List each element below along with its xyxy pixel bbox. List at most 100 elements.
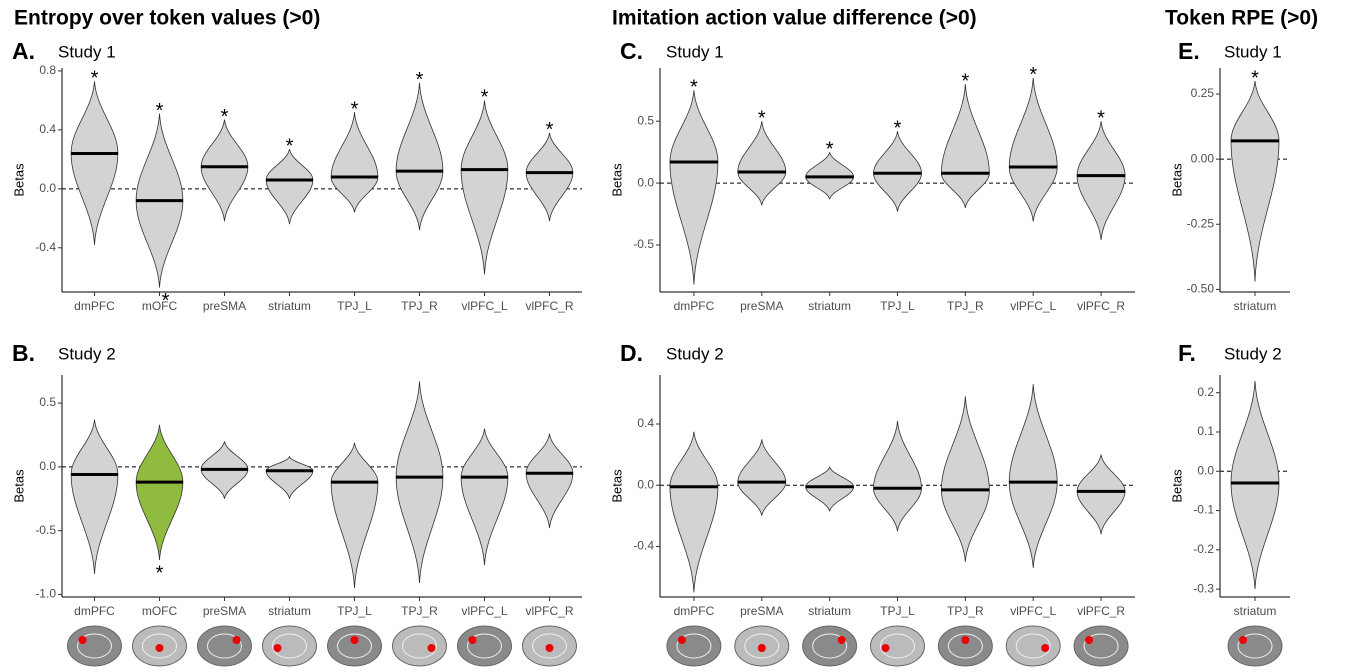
brain-shape: [1074, 626, 1128, 666]
y-tick-label: 0.5: [637, 113, 654, 127]
x-tick-label: preSMA: [740, 604, 783, 618]
brain-icon: [198, 626, 252, 666]
brain-shape: [803, 626, 857, 666]
roi-marker: [1041, 644, 1049, 652]
violin: [396, 381, 443, 583]
brain-icon: [1006, 626, 1060, 666]
brain-icon: [938, 626, 992, 666]
brain-icon: [68, 626, 122, 666]
x-tick-label: TPJ_R: [401, 604, 438, 618]
x-tick-label: vlPFC_L: [461, 604, 507, 618]
violin: [396, 83, 443, 230]
y-axis-label: Betas: [609, 163, 624, 197]
roi-marker: [758, 644, 766, 652]
panel-label: B.: [12, 340, 35, 366]
y-tick-label: -0.2: [1193, 542, 1214, 556]
violin: [874, 421, 922, 531]
brain-icon: [328, 626, 382, 666]
y-tick-label: 0.0: [39, 181, 56, 195]
violin: [331, 443, 378, 588]
brain-shape: [393, 626, 447, 666]
roi-marker: [351, 636, 359, 644]
y-tick-label: 0.1: [1197, 424, 1214, 438]
x-tick-label: vlPFC_R: [525, 299, 573, 313]
brain-icon: [393, 626, 447, 666]
brain-shape: [1228, 626, 1282, 666]
y-tick-label: -1.0: [35, 587, 56, 601]
x-tick-label: mOFC: [142, 604, 178, 618]
violin: [1231, 381, 1279, 589]
violin: [670, 432, 718, 593]
brain-shape: [871, 626, 925, 666]
panel-label: D.: [620, 340, 643, 366]
x-tick-label: vlPFC_R: [1077, 604, 1125, 618]
significance-star: *: [416, 69, 424, 91]
brain-icon: [667, 626, 721, 666]
panel-label: C.: [620, 38, 643, 64]
brain-icon: [871, 626, 925, 666]
brain-icon: [263, 626, 317, 666]
violin: [738, 439, 786, 516]
y-axis-label: Betas: [609, 469, 624, 503]
x-tick-label: dmPFC: [74, 299, 115, 313]
roi-marker: [678, 636, 686, 644]
x-tick-label: mOFC: [142, 299, 178, 313]
roi-marker: [1239, 636, 1247, 644]
violin: [461, 429, 508, 566]
x-tick-label: TPJ_L: [337, 604, 372, 618]
x-tick-label: preSMA: [203, 604, 246, 618]
brain-shape: [263, 626, 317, 666]
panel-title: Study 2: [1224, 344, 1282, 363]
x-tick-label: TPJ_R: [947, 604, 984, 618]
violin: [941, 84, 989, 208]
figure: Entropy over token values (>0) Imitation…: [0, 0, 1357, 672]
section-header: Token RPE (>0): [1165, 7, 1318, 30]
violin: [738, 121, 786, 205]
brain-icon: [523, 626, 577, 666]
significance-star: *: [286, 135, 294, 157]
x-tick-label: vlPFC_L: [1010, 604, 1056, 618]
roi-marker: [882, 644, 890, 652]
roi-marker: [1085, 636, 1093, 644]
x-tick-label: striatum: [808, 299, 851, 313]
y-tick-label: -0.4: [633, 539, 654, 553]
x-tick-label: striatum: [808, 604, 851, 618]
roi-marker: [79, 636, 87, 644]
x-tick-label: striatum: [1234, 299, 1277, 313]
significance-star: *: [826, 138, 834, 160]
significance-star: *: [221, 106, 229, 128]
section-header: Imitation action value difference (>0): [612, 7, 977, 30]
y-tick-label: 0.0: [637, 477, 654, 491]
violin: [201, 120, 248, 222]
x-tick-label: TPJ_L: [337, 299, 372, 313]
brain-shape: [938, 626, 992, 666]
x-tick-label: preSMA: [740, 299, 783, 313]
significance-star: *: [546, 119, 554, 141]
brain-shape: [667, 626, 721, 666]
significance-star: *: [91, 68, 99, 90]
significance-star: *: [961, 70, 969, 92]
section-header: Entropy over token values (>0): [14, 7, 320, 30]
significance-star: *: [162, 290, 170, 312]
y-tick-label: 0.0: [39, 459, 56, 473]
y-tick-label: -0.1: [1193, 503, 1214, 517]
violin: [1009, 384, 1057, 568]
x-tick-label: striatum: [1234, 604, 1277, 618]
violin: [1231, 81, 1279, 282]
y-tick-label: -0.25: [1187, 216, 1215, 230]
violin: [526, 133, 573, 221]
brain-icon: [1074, 626, 1128, 666]
y-tick-label: -0.3: [1193, 581, 1214, 595]
significance-star: *: [1029, 64, 1037, 86]
x-tick-label: TPJ_L: [880, 604, 915, 618]
violin: [71, 420, 118, 574]
y-tick-label: 0.4: [637, 416, 654, 430]
y-tick-label: 0.25: [1191, 86, 1215, 100]
significance-star: *: [894, 117, 902, 139]
y-tick-label: -0.4: [35, 240, 56, 254]
y-tick-label: 0.0: [1197, 463, 1214, 477]
violin: [266, 149, 313, 224]
violin: [136, 425, 183, 560]
x-tick-label: dmPFC: [674, 299, 715, 313]
y-tick-label: 0.8: [39, 63, 56, 77]
